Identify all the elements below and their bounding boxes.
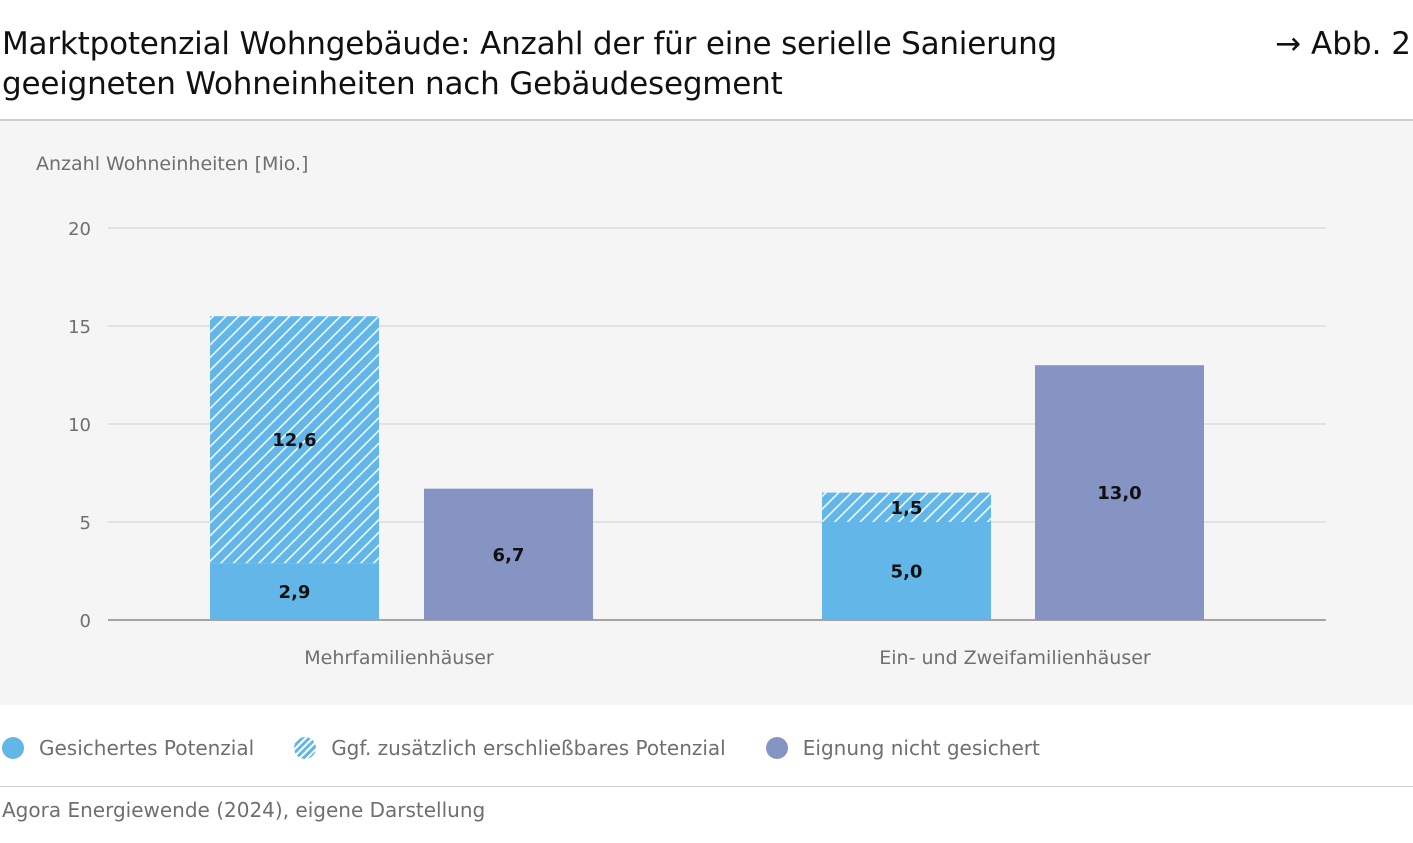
bar-segment-zusaetzlich	[822, 492, 991, 522]
footer-divider	[0, 786, 1413, 787]
legend-item-nicht-gesichert: Eignung nicht gesichert	[764, 736, 1040, 760]
legend-swatch-purple	[765, 737, 788, 759]
legend-label: Gesichertes Potenzial	[39, 736, 255, 760]
legend-label: Ggf. zusätzlich erschließbares Potenzial	[331, 736, 726, 760]
legend-item-gesichert: Gesichertes Potenzial	[0, 736, 254, 760]
bar-segment-gesichert	[822, 522, 991, 620]
data-label: 5,0	[891, 562, 923, 583]
data-label: 6,7	[493, 545, 525, 566]
y-tick-label: 20	[68, 219, 91, 240]
figure-reference: → Abb. 2	[1275, 26, 1411, 62]
y-tick-label: 10	[68, 415, 91, 436]
bar-segment-zusaetzlich	[210, 316, 379, 564]
legend-swatch-hatched-blue	[294, 737, 317, 759]
data-label: 1,5	[891, 498, 923, 519]
data-label: 13,0	[1097, 483, 1141, 504]
bar-segment-gesichert	[210, 563, 379, 620]
header-divider	[0, 119, 1413, 121]
bar-nicht-gesichert	[424, 488, 593, 620]
y-tick-label: 5	[80, 513, 91, 534]
legend-item-zusaetzlich: Ggf. zusätzlich erschließbares Potenzial	[292, 736, 726, 760]
chart-panel: Anzahl Wohneinheiten [Mio.] 0 5 10 15 20 2,9…	[0, 121, 1413, 705]
x-category-label: Ein- und Zweifamilienhäuser	[879, 647, 1151, 669]
data-label: 2,9	[279, 582, 311, 603]
chart-title: Marktpotenzial Wohngebäude: Anzahl der f…	[2, 26, 1058, 102]
y-axis-title: Anzahl Wohneinheiten [Mio.]	[36, 153, 308, 175]
x-category-label: Mehrfamilienhäuser	[304, 647, 494, 669]
source-note: Agora Energiewende (2024), eigene Darste…	[2, 798, 486, 822]
data-label: 12,6	[272, 430, 316, 451]
y-tick-label: 15	[68, 317, 91, 338]
data-labels: 2,9 12,6 6,7 Mehrfamilienhäuser 5,0 1,5 13,0 Ei…	[272, 430, 1151, 669]
bar-chart: Anzahl Wohneinheiten [Mio.] 0 5 10 15 20 2,9…	[36, 153, 1326, 669]
legend-swatch-solid-blue	[2, 737, 24, 759]
bars	[210, 316, 1204, 620]
y-tick-label: 0	[80, 611, 91, 632]
legend: Gesichertes Potenzial Ggf. zusätzlich er…	[0, 732, 1078, 764]
legend-label: Eignung nicht gesichert	[802, 736, 1040, 760]
bar-nicht-gesichert	[1035, 365, 1204, 620]
